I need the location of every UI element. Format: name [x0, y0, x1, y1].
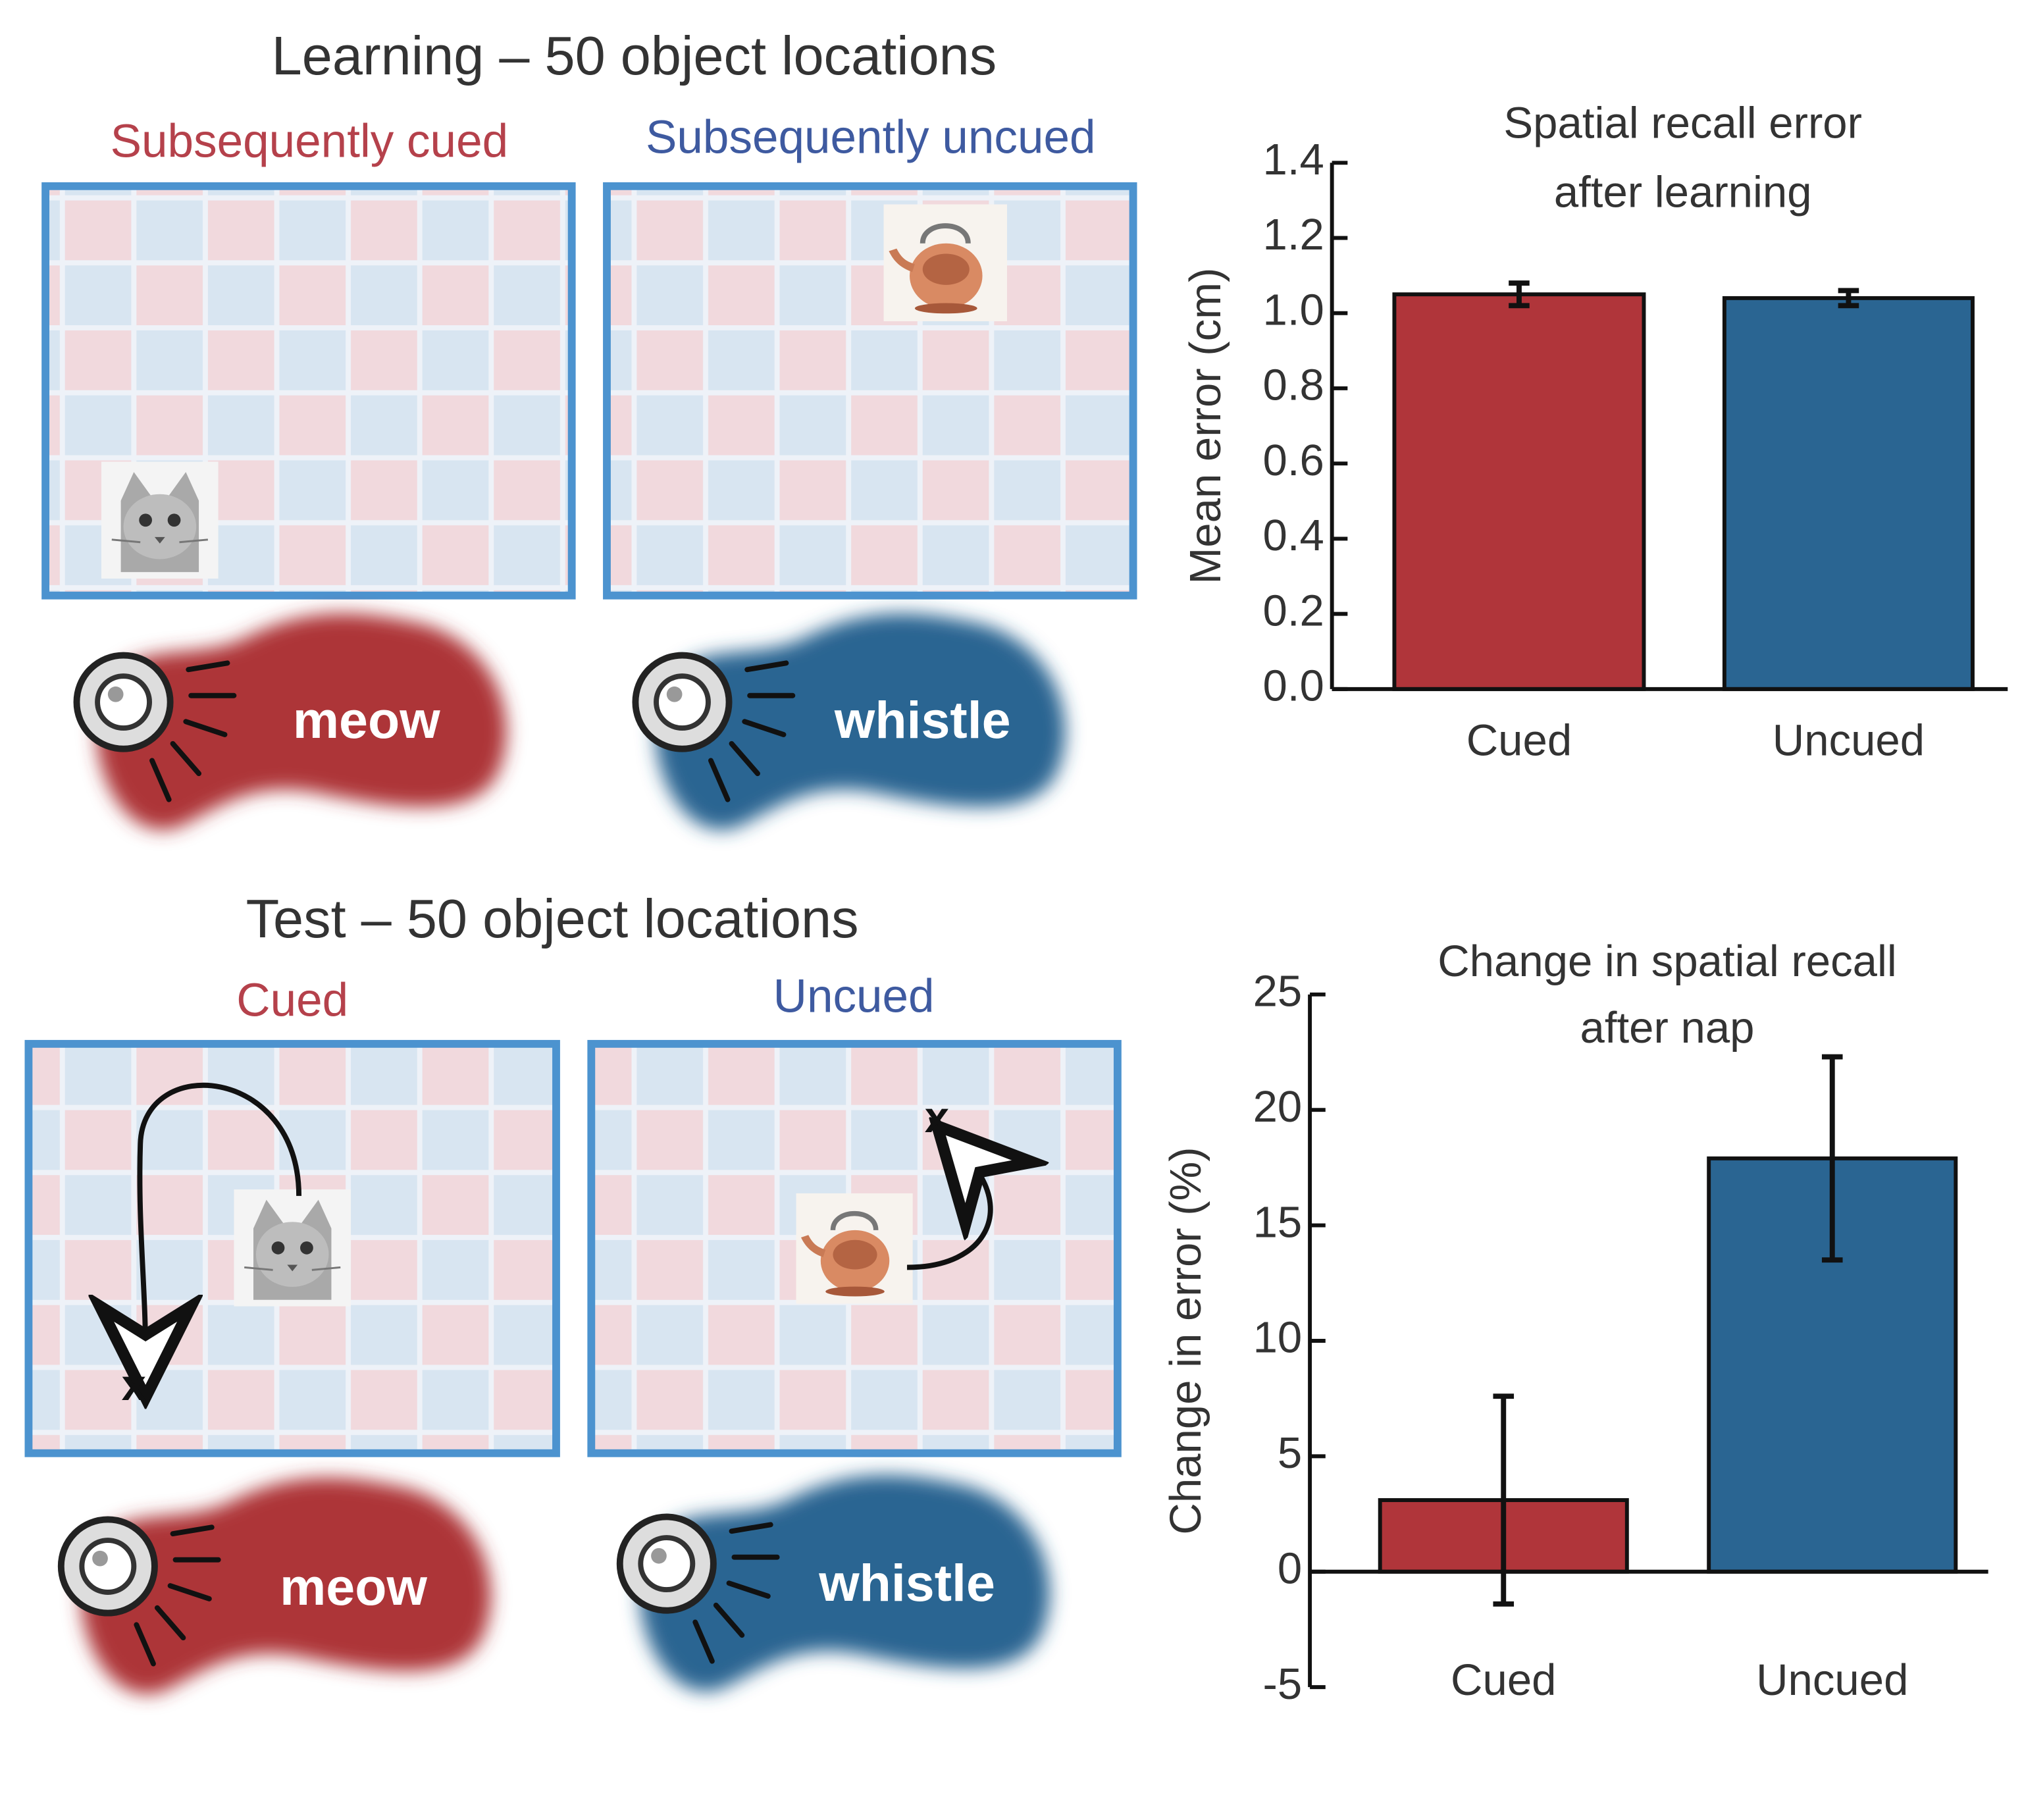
- x-tick-label: Cued: [1451, 1655, 1556, 1705]
- y-tick-label: 0: [1278, 1544, 1302, 1593]
- x-tick-label: Uncued: [1773, 716, 1925, 766]
- bar: [1392, 292, 1646, 691]
- target-marker: x: [925, 1093, 949, 1142]
- y-tick-label: 25: [1253, 967, 1303, 1016]
- y-tick-label: 15: [1253, 1197, 1303, 1247]
- error-bar: [1493, 1393, 1515, 1607]
- cat-icon: [101, 461, 219, 579]
- sound-label: meow: [293, 691, 440, 749]
- kettle-icon: [884, 204, 1008, 321]
- x-tick-label: Uncued: [1756, 1655, 1908, 1705]
- chart-title: after learning: [1554, 167, 1812, 217]
- y-axis-label: Mean error (cm): [1181, 268, 1230, 585]
- chart-title: Spatial recall error: [1503, 99, 1862, 148]
- y-tick-label: 0.6: [1263, 436, 1324, 485]
- panel-label: Subsequently cued: [111, 115, 508, 167]
- y-tick-label: -5: [1263, 1659, 1303, 1709]
- y-tick-label: 0.0: [1263, 662, 1324, 711]
- cat-icon: [234, 1189, 351, 1307]
- bar: [1722, 296, 1975, 691]
- panel-label: Cued: [236, 974, 348, 1026]
- panel-label: Subsequently uncued: [646, 111, 1096, 163]
- panel-title: Learning – 50 object locations: [272, 25, 997, 86]
- chart-title: after nap: [1580, 1003, 1755, 1053]
- move-arrow: [907, 1160, 991, 1270]
- y-tick-label: 10: [1253, 1313, 1303, 1363]
- move-arrow: [140, 1082, 302, 1352]
- panel-title: Test – 50 object locations: [246, 888, 859, 949]
- y-tick-label: 0.8: [1263, 361, 1324, 410]
- y-tick-label: 1.4: [1263, 135, 1324, 184]
- y-axis-label: Change in error (%): [1161, 1147, 1210, 1534]
- kettle-icon: [796, 1193, 913, 1304]
- x-tick-label: Cued: [1466, 716, 1572, 766]
- error-bar: [1821, 1054, 1843, 1263]
- sound-label: whistle: [818, 1554, 995, 1612]
- target-marker: x: [122, 1361, 146, 1410]
- error-bar: [1509, 280, 1530, 309]
- y-tick-label: 1.0: [1263, 285, 1324, 334]
- panel-label: Uncued: [773, 971, 935, 1023]
- grid-panel: [603, 182, 1137, 600]
- y-tick-label: 0.4: [1263, 511, 1324, 560]
- error-bar: [1838, 288, 1859, 309]
- y-tick-label: 1.2: [1263, 210, 1324, 259]
- chart-title: Change in spatial recall: [1438, 937, 1897, 986]
- y-tick-label: 0.2: [1263, 586, 1324, 635]
- sound-label: meow: [280, 1558, 427, 1616]
- y-tick-label: 20: [1253, 1082, 1303, 1131]
- y-tick-label: 5: [1278, 1428, 1302, 1478]
- sound-label: whistle: [834, 691, 1011, 749]
